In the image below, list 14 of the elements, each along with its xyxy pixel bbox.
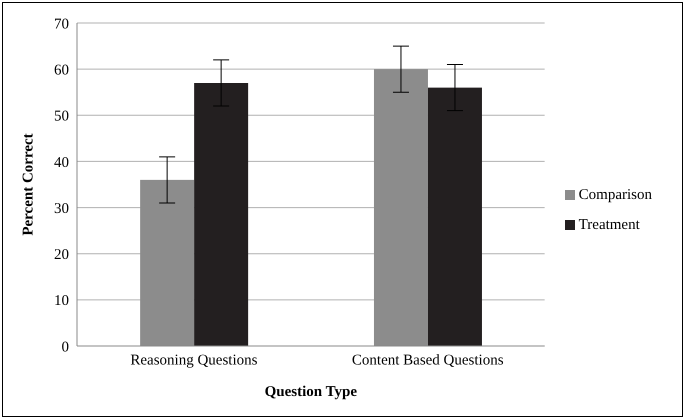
- y-tick-label: 50: [54, 108, 69, 125]
- x-tick-label: Reasoning Questions: [130, 352, 258, 369]
- legend-label: Treatment: [578, 216, 640, 232]
- y-tick-label: 30: [54, 200, 69, 217]
- legend-label: Comparison: [578, 186, 652, 202]
- y-tick-label: 10: [54, 293, 69, 310]
- y-tick-label: 60: [54, 62, 69, 78]
- y-tick-label: 70: [54, 16, 69, 32]
- x-tick-label: Content Based Questions: [352, 352, 504, 369]
- y-axis-title: Percent Correct: [20, 133, 36, 236]
- y-tick-label: 20: [54, 247, 69, 264]
- y-tick-label: 40: [54, 154, 69, 171]
- y-tick-label: 0: [62, 339, 69, 356]
- x-axis-title: Question Type: [264, 384, 358, 400]
